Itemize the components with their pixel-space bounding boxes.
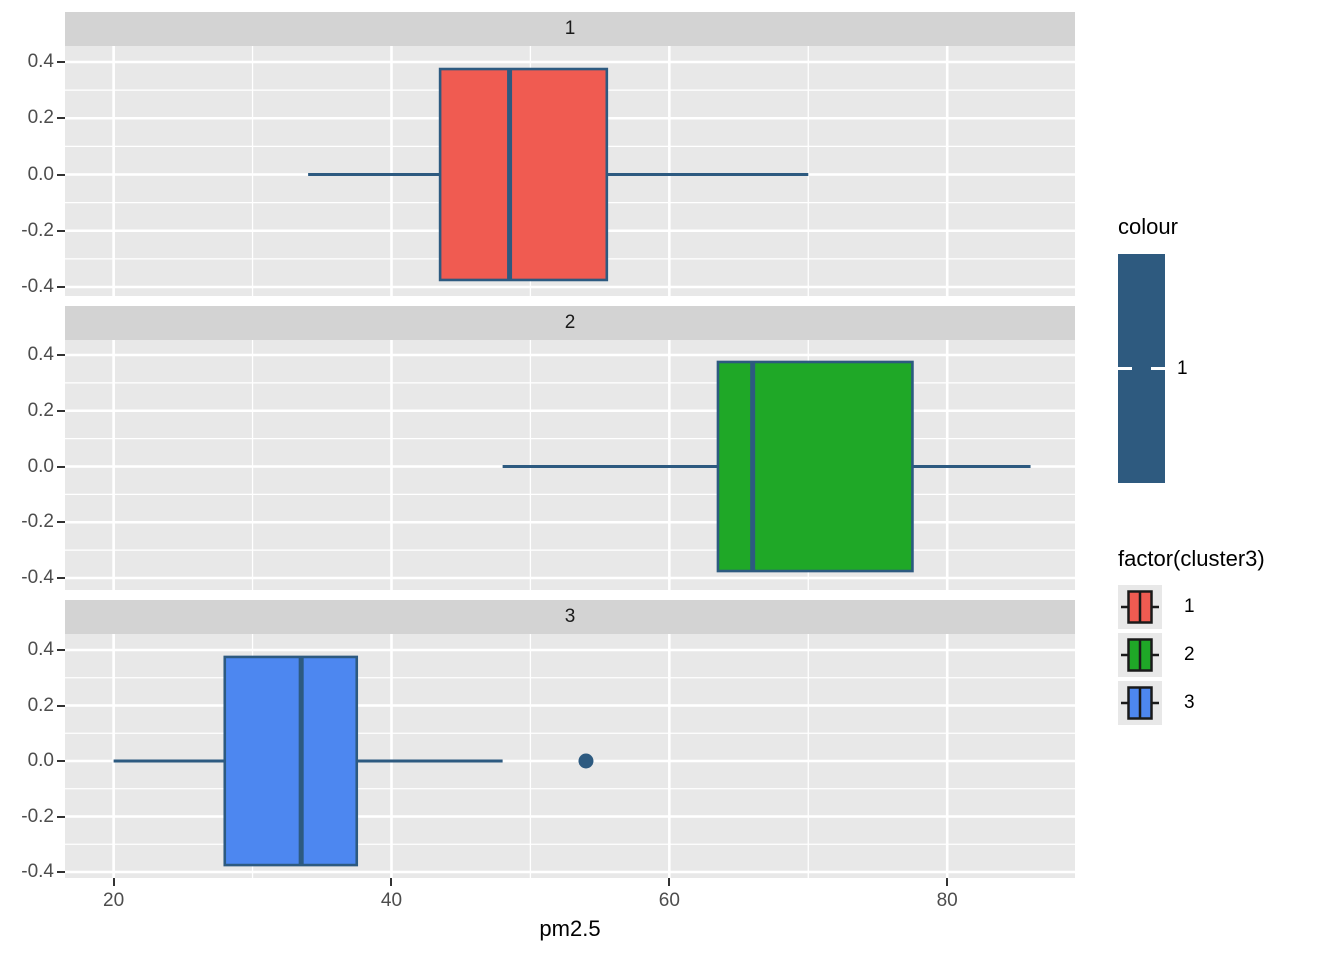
y-tick-mark <box>57 465 65 468</box>
boxplot-cluster-2 <box>502 360 1031 573</box>
y-tick-mark <box>57 117 65 120</box>
facet-strip-label: 1 <box>564 18 576 39</box>
colour-legend-title: colour <box>1118 214 1178 239</box>
y-tick-label: -0.2 <box>21 219 54 241</box>
facet-strip-2: 2 <box>65 306 1075 340</box>
x-tick-label: 60 <box>658 890 680 911</box>
y-tick-mark <box>57 760 65 762</box>
x-axis-title: pm2.5 <box>539 916 601 941</box>
cluster-legend-key-3 <box>1118 681 1162 725</box>
y-tick-label: -0.4 <box>21 861 54 882</box>
y-tick-mark <box>57 286 65 288</box>
colorbar-tick-left <box>1118 367 1132 370</box>
y-tick-mark <box>57 61 65 63</box>
y-tick-label: 0.2 <box>27 107 54 129</box>
colour-legend-tick-label: 1 <box>1177 358 1188 379</box>
y-tick-label: 0.0 <box>27 163 54 185</box>
y-tick-mark <box>57 521 65 524</box>
y-tick-label: 0.0 <box>27 455 54 477</box>
y-tick-mark <box>57 173 65 176</box>
x-tick-mark <box>112 878 115 886</box>
boxplot-key-icon <box>1121 638 1159 672</box>
y-tick-mark <box>57 409 65 412</box>
y-tick-mark <box>57 577 65 579</box>
y-tick-mark <box>57 354 65 356</box>
colorbar-tick-right <box>1151 367 1165 370</box>
facet-strip-label: 2 <box>564 312 576 333</box>
y-tick-label: 0.2 <box>27 694 54 716</box>
x-tick-label: 80 <box>936 890 958 911</box>
facet-panel-3 <box>65 634 1075 878</box>
y-tick-label: -0.4 <box>21 276 54 297</box>
x-tick-label: 40 <box>380 890 403 911</box>
y-tick-label: -0.2 <box>21 805 54 827</box>
boxplot-key-icon <box>1121 590 1159 624</box>
colour-legend-bar <box>1118 254 1165 483</box>
cluster-legend-title: factor(cluster3) <box>1118 546 1265 571</box>
y-tick-mark <box>57 871 65 873</box>
facet-strip-3: 3 <box>65 600 1075 634</box>
y-tick-mark <box>57 704 65 707</box>
y-tick-label: 0.4 <box>27 344 54 365</box>
y-tick-label: -0.2 <box>21 511 54 533</box>
boxplot-cluster-3 <box>113 655 594 867</box>
facet-panel-1 <box>65 46 1075 296</box>
y-tick-label: 0.4 <box>27 639 54 660</box>
y-tick-label: 0.2 <box>27 399 54 421</box>
x-tick-mark <box>946 878 949 886</box>
boxplot-key-icon <box>1121 686 1159 720</box>
y-tick-mark <box>57 815 65 818</box>
x-tick-label: 20 <box>103 890 125 911</box>
y-tick-label: 0.4 <box>27 51 54 72</box>
y-tick-label: -0.4 <box>21 567 54 588</box>
cluster-legend-key-2 <box>1118 633 1162 677</box>
x-tick-mark <box>668 878 671 886</box>
y-tick-label: 0.0 <box>27 750 54 771</box>
facet-panel-2 <box>65 340 1075 590</box>
y-tick-mark <box>57 229 65 232</box>
boxplot-cluster-1 <box>308 67 809 282</box>
cluster-legend-key-1 <box>1118 585 1162 629</box>
cluster-legend-label: 1 <box>1184 596 1195 617</box>
x-tick-mark <box>390 878 393 886</box>
facet-strip-1: 1 <box>65 12 1075 46</box>
cluster-legend-label: 3 <box>1184 692 1195 713</box>
y-tick-mark <box>57 649 65 651</box>
cluster-legend-label: 2 <box>1184 644 1195 665</box>
facet-strip-label: 3 <box>564 606 576 627</box>
outlier-point <box>578 753 594 769</box>
